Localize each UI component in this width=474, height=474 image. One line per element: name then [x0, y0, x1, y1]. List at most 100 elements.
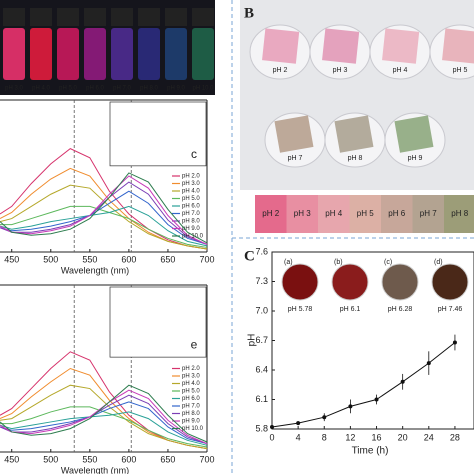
- data-point: [322, 415, 327, 420]
- swatch-label: pH 8: [451, 209, 468, 218]
- photo-letter: (c): [384, 259, 392, 266]
- y-tick-label: 6.7: [255, 335, 268, 345]
- swatch-label: pH 5: [357, 209, 374, 218]
- photo-letter: (a): [284, 259, 293, 266]
- legend-label: pH 9.0: [182, 419, 200, 425]
- panel-label: c: [191, 147, 197, 161]
- vial-label: pH 10.0: [192, 86, 214, 92]
- vial-cap: [165, 8, 187, 26]
- vial: [165, 28, 187, 80]
- color-swatch: [255, 195, 287, 233]
- spectrum-line: [0, 384, 208, 443]
- film-label: pH 5: [453, 67, 468, 74]
- x-axis-label: Wavelength (nm): [61, 265, 129, 275]
- photo-label: pH 5.78: [288, 306, 313, 313]
- legend-label: pH 5.0: [182, 196, 200, 202]
- spectrum-line: [0, 184, 208, 250]
- vial: [192, 28, 214, 80]
- x-tick-label: 0: [269, 432, 274, 442]
- photo-label: pH 6.28: [388, 306, 413, 313]
- legend-label: pH 2.0: [182, 366, 200, 372]
- legend-label: pH 3.0: [182, 181, 200, 187]
- vial-label: pH 9.0: [167, 86, 185, 92]
- data-point: [400, 379, 405, 384]
- vial-cap: [57, 8, 79, 26]
- sample-photo: [431, 263, 469, 301]
- spectrum-line: [0, 181, 208, 245]
- data-point: [374, 397, 379, 402]
- photo-letter: (b): [334, 259, 343, 266]
- spectrum-line: [0, 384, 208, 450]
- legend-label: pH 7.0: [182, 404, 200, 410]
- swatch-label: pH 6: [388, 209, 405, 218]
- legend-label: pH 8.0: [182, 411, 200, 417]
- spectrum-line: [0, 175, 208, 245]
- spectrum-line: [0, 172, 208, 244]
- legend-label: pH 6.0: [182, 204, 200, 210]
- x-tick-label: 650: [160, 454, 175, 464]
- legend-label: pH 6.0: [182, 396, 200, 402]
- legend-label: pH 8.0: [182, 219, 200, 225]
- x-tick-label: 24: [424, 432, 434, 442]
- color-swatch: [318, 195, 350, 233]
- x-axis-label: Wavelength (nm): [61, 465, 129, 474]
- spectrum-line: [0, 411, 208, 446]
- photo-label: pH 6.1: [340, 306, 361, 313]
- x-tick-label: 28: [450, 432, 460, 442]
- x-axis-label: Time (h): [352, 446, 389, 457]
- vial: [111, 28, 133, 80]
- data-point: [296, 421, 301, 426]
- vial-label: pH 7.0: [113, 86, 131, 92]
- x-tick-label: 700: [199, 254, 214, 264]
- vial-cap: [138, 8, 160, 26]
- spectrum-line: [0, 205, 208, 247]
- data-point: [270, 425, 274, 430]
- vial-cap: [30, 8, 52, 26]
- legend-label: pH 9.0: [182, 226, 200, 232]
- x-tick-label: 16: [372, 432, 382, 442]
- vial-label: pH 3.0: [5, 86, 23, 92]
- vial: [30, 28, 52, 80]
- film: [322, 28, 360, 64]
- vial-cap: [84, 8, 106, 26]
- legend-label: pH 3.0: [182, 374, 200, 380]
- swatch-label: pH 7: [420, 209, 437, 218]
- x-tick-label: 450: [4, 454, 19, 464]
- spectrum-line: [0, 401, 208, 445]
- swatch-label: pH 4: [325, 209, 342, 218]
- data-point: [426, 361, 431, 366]
- legend-label: pH 5.0: [182, 389, 200, 395]
- x-tick-label: 550: [82, 454, 97, 464]
- ph-line: [271, 342, 456, 428]
- photo-label: pH 7.46: [438, 306, 463, 313]
- y-tick-label: 6.4: [255, 364, 268, 374]
- vial-cap: [192, 8, 214, 26]
- vial: [3, 28, 25, 80]
- spectrum-line: [0, 148, 208, 250]
- sample-photo: [281, 263, 319, 301]
- film: [274, 115, 314, 153]
- x-tick-label: 600: [121, 254, 136, 264]
- vial-label: pH 6.0: [86, 86, 104, 92]
- photo-letter: (d): [434, 259, 443, 266]
- film-label: pH 7: [288, 155, 303, 162]
- film-label: pH 4: [393, 67, 408, 74]
- film-label: pH 2: [273, 67, 288, 74]
- film: [334, 115, 374, 153]
- x-tick-label: 700: [199, 454, 214, 464]
- vial-cap: [3, 8, 25, 26]
- vial-cap: [111, 8, 133, 26]
- color-swatch: [381, 195, 413, 233]
- x-tick-label: 450: [4, 254, 19, 264]
- x-tick-label: 650: [160, 254, 175, 264]
- x-tick-label: 500: [43, 454, 58, 464]
- film-label: pH 9: [408, 155, 423, 162]
- film: [262, 28, 300, 64]
- spectrum-line: [0, 394, 208, 445]
- legend-label: pH 2.0: [182, 174, 200, 180]
- film: [442, 28, 474, 64]
- x-tick-label: 4: [296, 432, 301, 442]
- vial: [57, 28, 79, 80]
- color-swatch: [412, 195, 444, 233]
